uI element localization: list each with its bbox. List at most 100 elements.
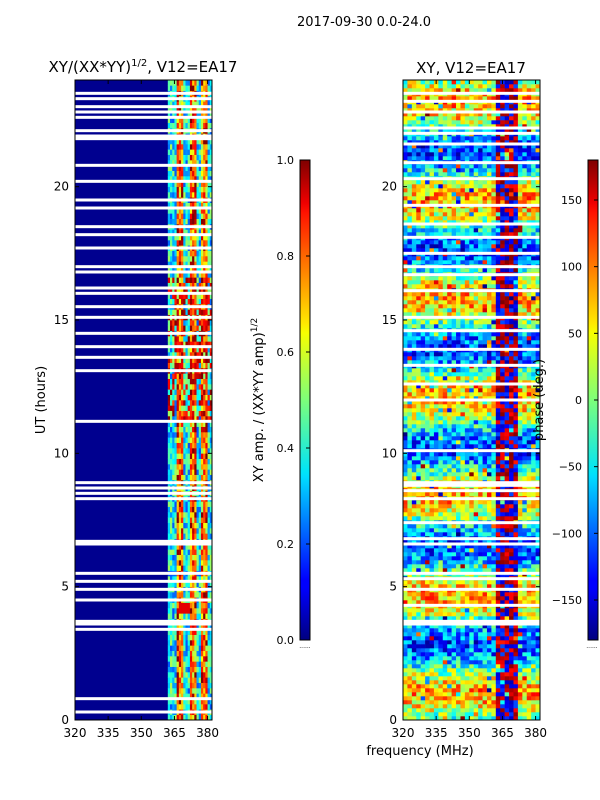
heatmap-cell: [442, 688, 448, 693]
heatmap-cell: [189, 282, 193, 289]
heatmap-cell: [522, 544, 528, 549]
heatmap-cell: [451, 688, 457, 693]
heatmap-cell: [517, 584, 523, 589]
heatmap-cell: [178, 458, 182, 465]
heatmap-cell: [189, 528, 193, 534]
heatmap-cell: [403, 652, 408, 657]
heatmap-cell: [531, 504, 536, 509]
heatmap-cell: [207, 421, 211, 427]
heatmap-cell: [192, 309, 195, 315]
heatmap-cell: [403, 500, 408, 505]
heatmap-cell: [207, 341, 211, 347]
heatmap-cell: [526, 548, 532, 553]
heatmap-cell: [203, 341, 206, 347]
heatmap-cell: [500, 548, 505, 553]
flagged-time-row: [75, 179, 212, 183]
heatmap-cell: [181, 346, 184, 353]
heatmap-cell: [464, 528, 470, 533]
heatmap-cell: [504, 580, 510, 585]
heatmap-cell: [429, 648, 435, 653]
heatmap-cell: [469, 436, 475, 441]
heatmap-cell: [207, 112, 211, 118]
heatmap-cell: [464, 696, 470, 701]
heatmap-cell: [451, 708, 457, 713]
heatmap-cell: [167, 528, 171, 534]
heatmap-cell: [509, 596, 514, 601]
heatmap-cell: [196, 554, 200, 561]
heatmap-cell: [194, 517, 197, 523]
heatmap-cell: [482, 624, 488, 629]
heatmap-cell: [486, 692, 492, 697]
heatmap-cell: [192, 602, 195, 609]
heatmap-cell: [187, 117, 191, 123]
heatmap-cell: [200, 442, 204, 449]
heatmap-cell: [187, 309, 191, 315]
heatmap-cell: [183, 272, 186, 278]
heatmap-cell: [478, 472, 483, 477]
heatmap-cell: [185, 656, 188, 662]
heatmap-cell: [189, 362, 193, 369]
heatmap-cell: [187, 506, 191, 513]
heatmap-cell: [192, 565, 195, 571]
heatmap-cell: [504, 684, 510, 689]
heatmap-cell: [491, 652, 497, 657]
heatmap-cell: [464, 456, 470, 461]
heatmap-cell: [203, 170, 206, 177]
heatmap-cell: [207, 144, 211, 150]
heatmap-cell: [192, 165, 195, 171]
heatmap-cell: [178, 149, 182, 155]
heatmap-cell: [411, 628, 417, 633]
heatmap-cell: [170, 565, 173, 571]
heatmap-cell: [473, 424, 479, 429]
heatmap-cell: [433, 708, 439, 713]
heatmap-cell: [473, 660, 479, 665]
heatmap-cell: [495, 644, 501, 649]
heatmap-cell: [438, 540, 444, 545]
heatmap-cell: [178, 112, 182, 118]
heatmap-cell: [189, 341, 193, 347]
heatmap-cell: [420, 684, 426, 689]
heatmap-cell: [187, 442, 191, 449]
heatmap-cell: [209, 112, 212, 118]
heatmap-cell: [207, 517, 211, 523]
heatmap-cell: [500, 516, 505, 521]
heatmap-cell: [486, 400, 492, 405]
heatmap-cell: [447, 636, 452, 641]
heatmap-cell: [526, 676, 532, 681]
heatmap-cell: [178, 138, 182, 145]
heatmap-cell: [194, 117, 197, 123]
heatmap-cell: [200, 325, 204, 331]
heatmap-cell: [172, 666, 175, 673]
heatmap-cell: [203, 645, 206, 651]
heatmap-cell: [203, 394, 206, 401]
heatmap-cell: [209, 229, 212, 235]
heatmap-cell: [189, 682, 193, 689]
heatmap-cell: [460, 560, 466, 565]
heatmap-cell: [469, 704, 475, 709]
heatmap-cell: [438, 712, 444, 717]
heatmap-cell: [513, 500, 519, 505]
heatmap-cell: [181, 421, 184, 427]
heatmap-cell: [411, 696, 417, 701]
heatmap-cell: [469, 552, 475, 557]
heatmap-cell: [429, 696, 435, 701]
heatmap-cell: [167, 208, 171, 214]
heatmap-cell: [500, 428, 505, 433]
heatmap-cell: [196, 458, 200, 465]
heatmap-cell: [526, 644, 532, 649]
heatmap-cell: [442, 664, 448, 669]
heatmap-cell: [522, 672, 528, 677]
heatmap-cell: [482, 432, 488, 437]
heatmap-cell: [416, 596, 421, 601]
heatmap-cell: [509, 564, 514, 569]
heatmap-cell: [203, 565, 206, 571]
heatmap-cell: [451, 600, 457, 605]
heatmap-cell: [531, 556, 536, 561]
heatmap-cell: [194, 208, 197, 214]
heatmap-cell: [174, 325, 177, 331]
heatmap-cell: [486, 600, 492, 605]
heatmap-cell: [416, 684, 421, 689]
heatmap-cell: [420, 652, 426, 657]
heatmap-cell: [416, 608, 421, 613]
heatmap-cell: [407, 460, 413, 465]
